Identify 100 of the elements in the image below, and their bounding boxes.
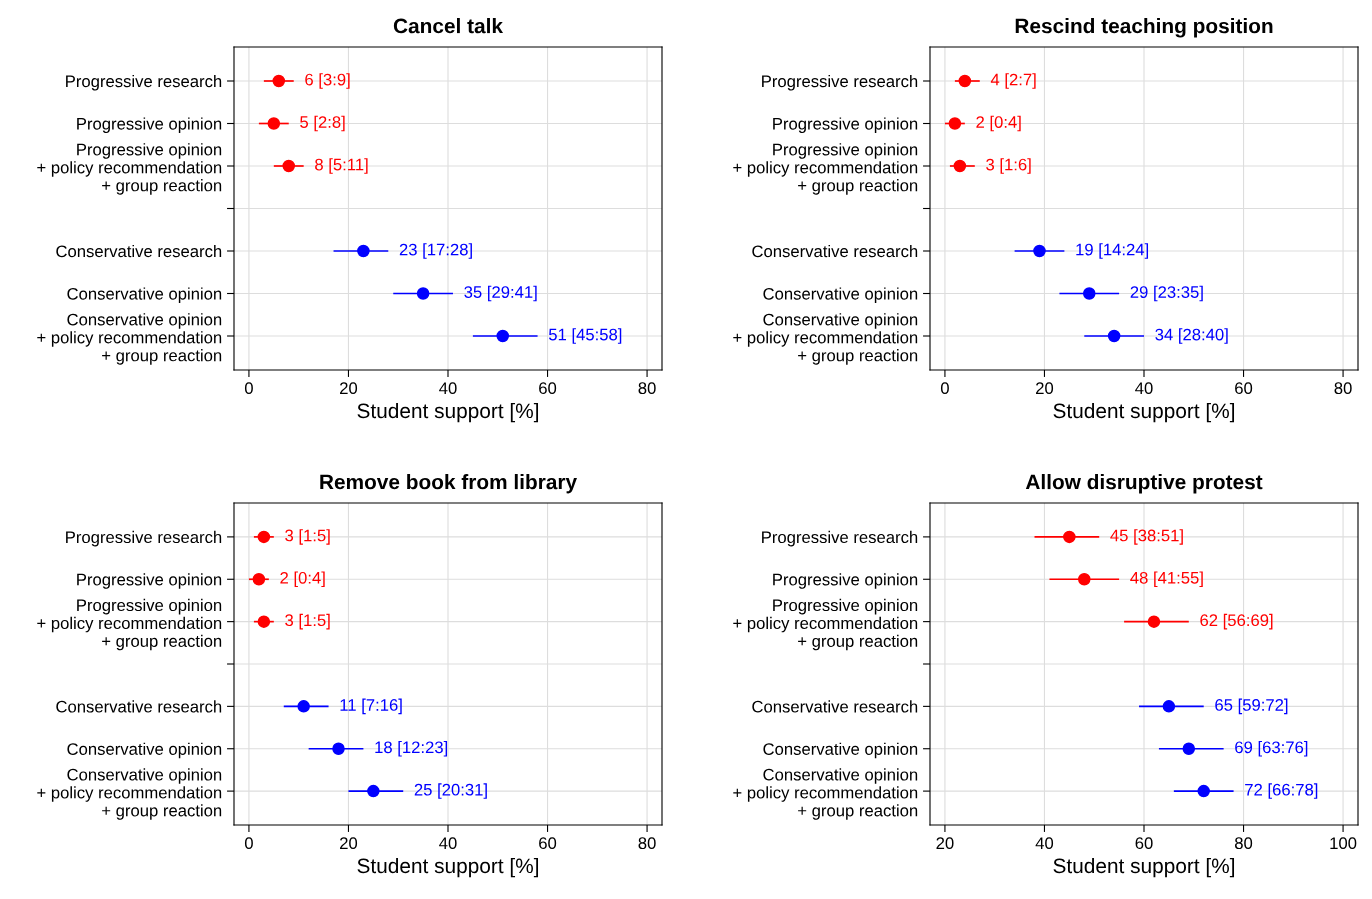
x-tick-label: 80 <box>1334 382 1352 395</box>
x-axis-title: Student support [%] <box>1053 857 1235 878</box>
data-label: 51 [45:58] <box>548 328 622 344</box>
data-label: 29 [23:35] <box>1130 285 1203 302</box>
point <box>357 244 370 258</box>
x-tick-label: 20 <box>936 837 954 850</box>
point <box>1147 615 1161 628</box>
y-tick-label: Conservative opinion <box>67 287 222 303</box>
data-label: 23 [17:28] <box>399 243 472 259</box>
chart-title: Rescind teaching position <box>1015 18 1273 38</box>
point <box>496 329 509 343</box>
x-tick-label: 80 <box>1234 837 1253 850</box>
data-label: 34 [28:40] <box>1155 328 1228 344</box>
x-tick-label: 100 <box>1330 837 1357 850</box>
data-label: 4 [2:7] <box>990 73 1036 89</box>
point <box>416 287 430 300</box>
y-tick-label: Conservative research <box>752 244 918 258</box>
x-tick-label: 0 <box>244 382 253 395</box>
point <box>1063 530 1076 544</box>
y-tick-label: Progressive opinion <box>77 573 222 589</box>
x-axis-title: Student support [%] <box>1053 402 1235 423</box>
point <box>257 615 271 628</box>
data-label: 19 [14:24] <box>1076 243 1149 259</box>
data-label: 8 [5:11] <box>315 158 368 174</box>
chart-title: Cancel talk <box>393 18 504 34</box>
x-tick-label: 60 <box>539 382 557 395</box>
data-label: 62 [56:69] <box>1200 613 1273 630</box>
point <box>1078 573 1091 586</box>
data-label: 18 [12:23] <box>375 740 448 757</box>
y-tick-label: Progressive opinion + policy recommendation + group reaction <box>37 598 222 651</box>
point <box>272 74 286 88</box>
data-label: 2 [0:4] <box>280 571 325 588</box>
x-tick-label: 40 <box>1135 382 1153 395</box>
y-tick-label: Progressive opinion <box>773 117 918 133</box>
x-tick-label: 40 <box>439 382 457 395</box>
y-tick-label: Progressive research <box>762 530 918 547</box>
x-tick-label: 20 <box>340 837 358 850</box>
y-tick-label: Progressive research <box>66 74 222 91</box>
data-label: 3 [1:5] <box>285 613 330 630</box>
data-label: 2 [0:4] <box>976 115 1021 132</box>
y-tick-label: Conservative opinion <box>67 742 222 759</box>
x-tick-label: 20 <box>1036 382 1054 395</box>
x-tick-label: 0 <box>244 837 253 850</box>
data-label: 3 [1:6] <box>986 158 1031 174</box>
x-tick-label: 40 <box>439 837 457 850</box>
y-tick-label: Progressive research <box>762 74 918 91</box>
point <box>953 159 967 173</box>
data-label: 45 [38:51] <box>1110 529 1183 545</box>
point <box>948 117 962 130</box>
chart-title: Allow disruptive protest <box>1025 474 1263 494</box>
point <box>332 742 345 755</box>
point <box>1083 287 1096 300</box>
y-tick-label: Conservative opinion + policy recommendation + group reaction <box>733 768 918 820</box>
point <box>367 784 380 798</box>
data-label: 65 [59:72] <box>1215 698 1288 715</box>
y-tick-label: Conservative research <box>56 244 222 258</box>
y-tick-label: Conservative opinion + policy recommendation + group reaction <box>37 313 222 365</box>
x-tick-label: 60 <box>1235 382 1253 395</box>
point <box>1033 244 1046 258</box>
x-tick-label: 80 <box>638 837 656 850</box>
y-tick-label: Progressive opinion + policy recommendation + group reaction <box>37 143 222 195</box>
x-tick-label: 80 <box>638 382 656 395</box>
y-tick-label: Progressive opinion + policy recommendation + group reaction <box>733 143 918 195</box>
data-label: 5 [2:8] <box>300 115 345 132</box>
data-label: 35 [29:41] <box>464 285 537 302</box>
x-tick-label: 0 <box>940 382 949 395</box>
y-tick-label: Conservative opinion + policy recommendation + group reaction <box>733 313 918 365</box>
x-tick-label: 40 <box>1035 837 1054 850</box>
y-tick-label: Progressive opinion <box>77 117 222 133</box>
point <box>958 74 972 88</box>
y-tick-label: Conservative research <box>752 700 918 713</box>
data-label: 25 [20:31] <box>414 783 487 799</box>
y-tick-label: Conservative opinion <box>763 742 918 759</box>
data-label: 3 [1:5] <box>285 529 330 545</box>
y-tick-label: Progressive opinion <box>773 573 918 589</box>
x-tick-label: 60 <box>539 837 557 850</box>
data-label: 6 [3:9] <box>305 73 350 89</box>
y-tick-label: Conservative opinion + policy recommendation + group reaction <box>37 768 222 820</box>
point <box>257 530 271 544</box>
point <box>1197 784 1210 798</box>
point <box>267 117 281 130</box>
point <box>252 573 266 586</box>
point <box>282 159 295 173</box>
x-axis-title: Student support [%] <box>357 402 539 423</box>
data-label: 72 [66:78] <box>1245 783 1318 799</box>
y-tick-label: Conservative research <box>56 700 222 713</box>
point <box>1107 329 1121 343</box>
x-tick-label: 60 <box>1135 837 1153 850</box>
point <box>1182 742 1196 755</box>
point <box>297 700 310 713</box>
point <box>1162 700 1176 713</box>
chart-title: Remove book from library <box>320 474 577 494</box>
data-label: 69 [63:76] <box>1235 740 1308 757</box>
data-label: 48 [41:55] <box>1130 571 1203 588</box>
y-tick-label: Progressive research <box>66 530 222 547</box>
x-tick-label: 20 <box>340 382 358 395</box>
y-tick-label: Progressive opinion + policy recommendation + group reaction <box>733 598 918 651</box>
y-tick-label: Conservative opinion <box>763 287 918 303</box>
x-axis-title: Student support [%] <box>357 857 539 878</box>
data-label: 11 [7:16] <box>340 698 402 715</box>
